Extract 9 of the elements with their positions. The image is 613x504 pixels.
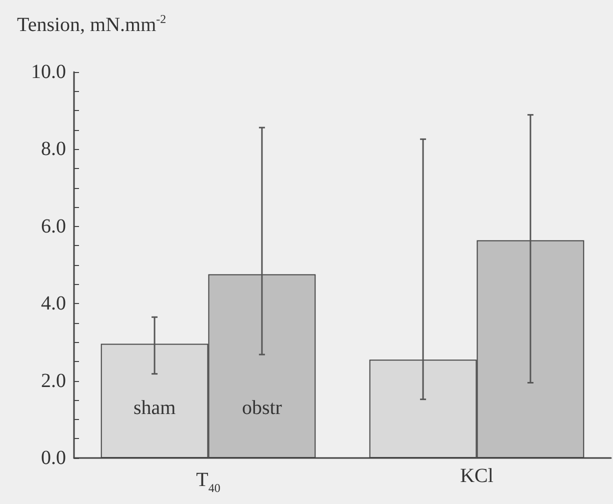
y-tick-label: 8.0 bbox=[41, 138, 66, 160]
series-label: sham bbox=[133, 397, 176, 419]
x-tick-label: KCl bbox=[460, 465, 494, 487]
y-tick-label: 0.0 bbox=[41, 447, 66, 469]
series-label: obstr bbox=[242, 397, 282, 419]
y-tick-label: 2.0 bbox=[41, 370, 66, 392]
y-tick-label: 10.0 bbox=[31, 61, 66, 83]
y-tick-label: 6.0 bbox=[41, 215, 66, 238]
y-tick-label: 4.0 bbox=[41, 292, 66, 315]
